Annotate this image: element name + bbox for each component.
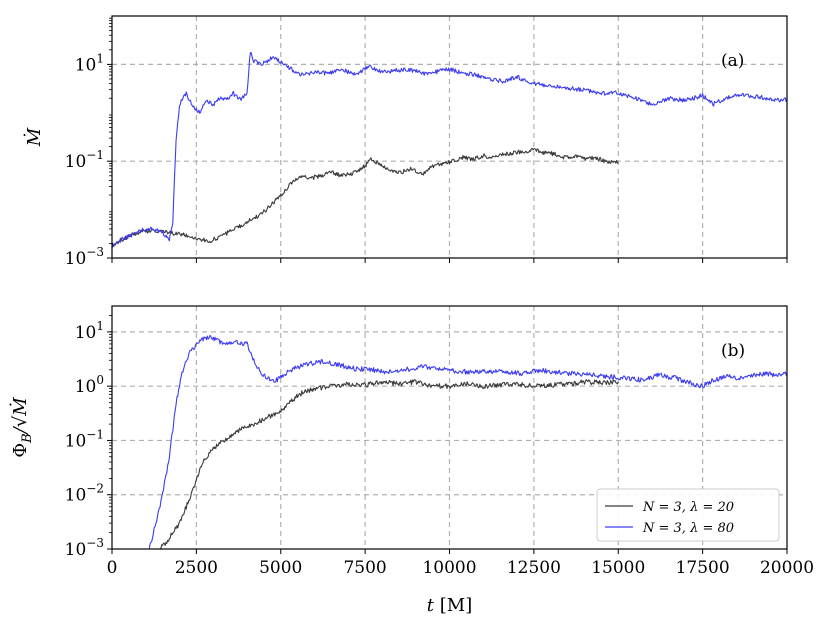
series-line-1: [112, 147, 619, 248]
y-tick-label: 10−2: [65, 482, 104, 506]
y-tick-label: 10−1: [65, 148, 104, 172]
y-tick-label: 101: [75, 319, 104, 343]
legend: N = 3, λ = 20 N = 3, λ = 80: [596, 488, 780, 542]
x-tick-label: 20000: [760, 558, 814, 578]
legend-label: N = 3, λ = 20: [642, 500, 734, 515]
y-axis-title: ΦB/√Ṁ: [8, 397, 35, 458]
panel-b: 0 2500 5000 7500 10000 12500 15000 17500 20000 10…: [8, 305, 814, 616]
series-line-1: [159, 379, 619, 549]
y-tick-label: 10−1: [65, 427, 104, 451]
y-tick-label: 10−3: [65, 536, 104, 560]
series-line-2: [148, 334, 787, 549]
y-tick-label: 101: [75, 51, 104, 75]
x-tick-label: 5000: [259, 558, 302, 578]
panel-label: (b): [721, 341, 745, 361]
x-tick-label: 17500: [676, 558, 730, 578]
panel-label: (a): [721, 51, 744, 71]
x-tick-label: 12500: [507, 558, 561, 578]
x-tick-label: 10000: [422, 558, 476, 578]
y-tick-label: 10−3: [65, 245, 104, 269]
series-line-2: [112, 52, 787, 249]
x-tick-label: 2500: [175, 558, 218, 578]
y-axis-title: Ṁ: [22, 127, 45, 147]
x-axis-title: t [M]: [427, 595, 472, 616]
x-tick-label: 15000: [591, 558, 645, 578]
panel-a: 10−3 10−1 101 (a) Ṁ: [22, 15, 788, 269]
x-tick-label: 7500: [343, 558, 386, 578]
legend-label: N = 3, λ = 80: [642, 521, 734, 536]
x-tick-label: 0: [107, 558, 118, 578]
y-tick-label: 100: [75, 373, 104, 397]
